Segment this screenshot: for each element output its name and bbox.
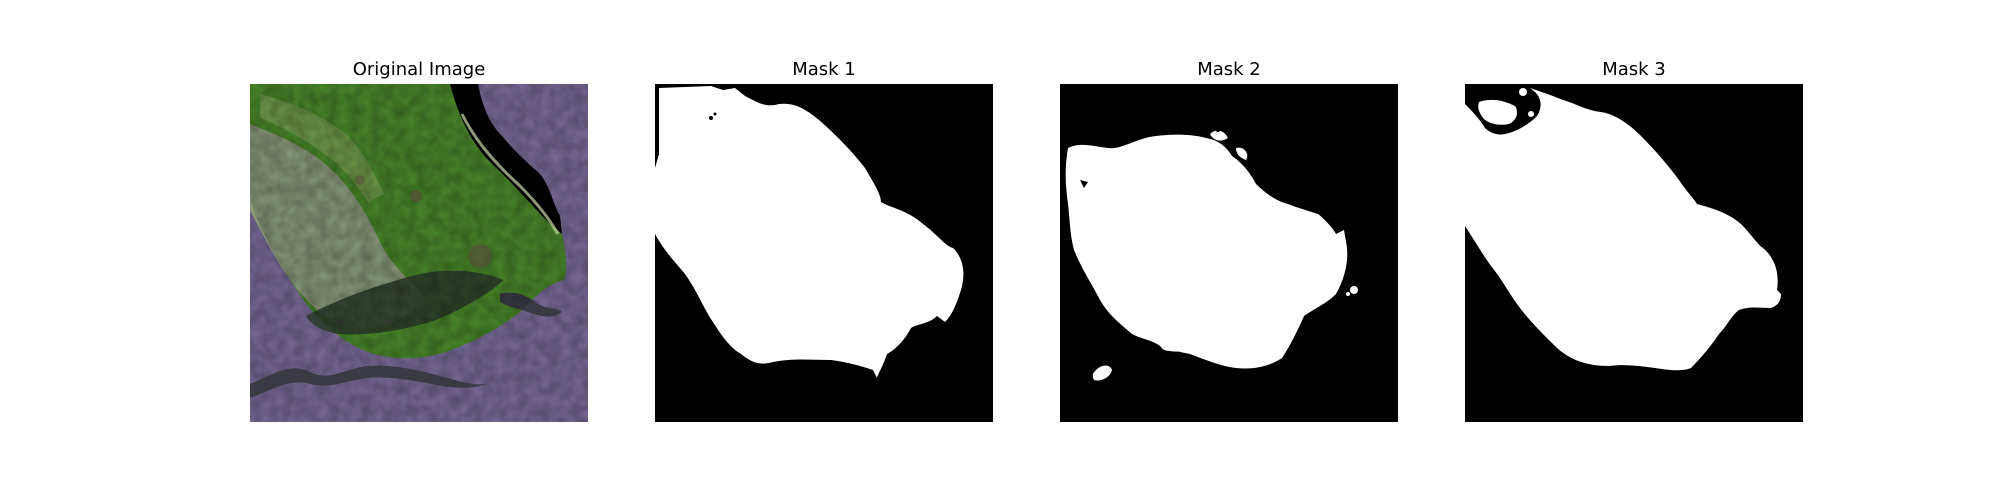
mask-3-panel: Mask 3 (1465, 56, 1803, 422)
panel-title-mask-2: Mask 2 (1197, 59, 1261, 80)
mask-1-panel: Mask 1 (655, 56, 993, 422)
panel-title-mask-3: Mask 3 (1602, 59, 1666, 80)
mask-3-image (1465, 84, 1803, 422)
mask-2-image (1060, 84, 1398, 422)
original-image (250, 84, 588, 422)
panel-title-original-image: Original Image (352, 59, 486, 80)
panel-title-mask-1: Mask 1 (792, 59, 856, 80)
original-image-panel: Original Image (250, 56, 588, 422)
mask-1-image (655, 84, 993, 422)
mask-2-panel: Mask 2 (1060, 56, 1398, 422)
